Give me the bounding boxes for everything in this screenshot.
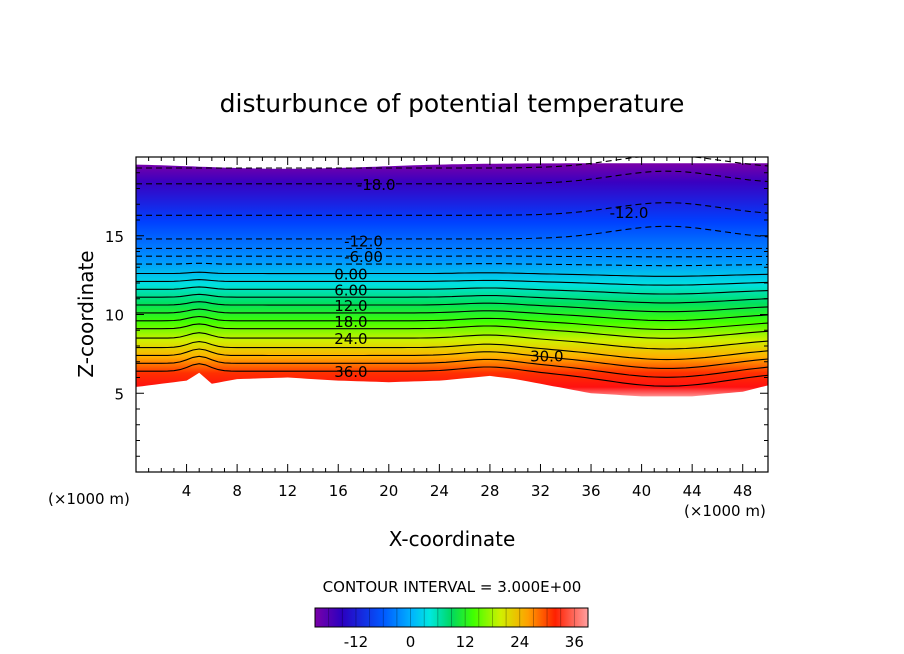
isoline-group [136,157,768,387]
x-tick-label: 24 [430,482,449,500]
colorbar-tick-label: 0 [406,633,416,651]
isoline [136,170,768,185]
isoline-label: 6.00 [334,281,367,299]
isoline [136,332,768,350]
x-tick-label: 48 [733,482,752,500]
colorbar-tick-label: 24 [510,633,529,651]
isoline [136,348,768,369]
isoline [136,255,768,258]
isoline [136,202,768,216]
isoline [136,315,768,331]
contour-interval-label: CONTOUR INTERVAL = 3.000E+00 [323,578,582,596]
x-unit-left: (×1000 m) [48,490,130,508]
isoline-label: 18.0 [334,313,367,331]
isoline [136,355,768,378]
x-tick-label: 12 [278,482,297,500]
isoline [136,323,768,339]
isoline-label: 12.0 [334,297,367,315]
isoline [136,341,768,361]
isoline [136,363,768,387]
isoline [136,308,768,322]
x-tick-label: 44 [683,482,702,500]
x-tick-label: 8 [232,482,242,500]
colorbar-ticks: -12 0 12 24 36 [328,608,584,651]
colorbar [314,607,589,628]
colorbar-tick-label: 12 [456,633,475,651]
chart-title: disturbunce of potential temperature [220,89,685,118]
x-unit-right: (×1000 m) [684,502,766,520]
isoline [136,262,768,267]
isoline-label: -6.00 [344,248,383,266]
y-tick-label: 10 [105,307,124,325]
isoline [136,279,768,286]
isoline-label: -18.0 [357,176,396,194]
isoline-label: 36.0 [334,363,367,381]
isoline [136,225,768,240]
isoline [136,286,768,295]
x-tick-label: 16 [329,482,348,500]
x-tick-label: 36 [581,482,600,500]
isoline [136,301,768,313]
y-tick-label: 5 [114,385,124,403]
isoline-label: -12.0 [610,204,649,222]
colorbar-tick-label: -12 [344,633,369,651]
x-tick-label: 28 [480,482,499,500]
x-tick-label: 40 [632,482,651,500]
y-tick-label: 15 [105,228,124,246]
isoline-label: 30.0 [530,347,563,365]
colorbar-tick-label: 36 [565,633,584,651]
x-tick-label: 4 [182,482,192,500]
isoline-label: 24.0 [334,330,367,348]
isoline-label-group: 36.030.024.018.012.06.000.00-6.00-12.0-1… [334,176,649,381]
isoline-label: -12.0 [344,233,383,251]
isoline-label: 0.00 [334,266,367,284]
x-tick-label: 20 [379,482,398,500]
plot-area [136,157,768,397]
isoline [136,271,768,277]
isoline [136,157,768,169]
x-tick-label: 32 [531,482,550,500]
x-axis-label: X-coordinate [389,527,516,551]
isoline [136,293,768,304]
y-axis-label: Z-coordinate [74,250,98,377]
